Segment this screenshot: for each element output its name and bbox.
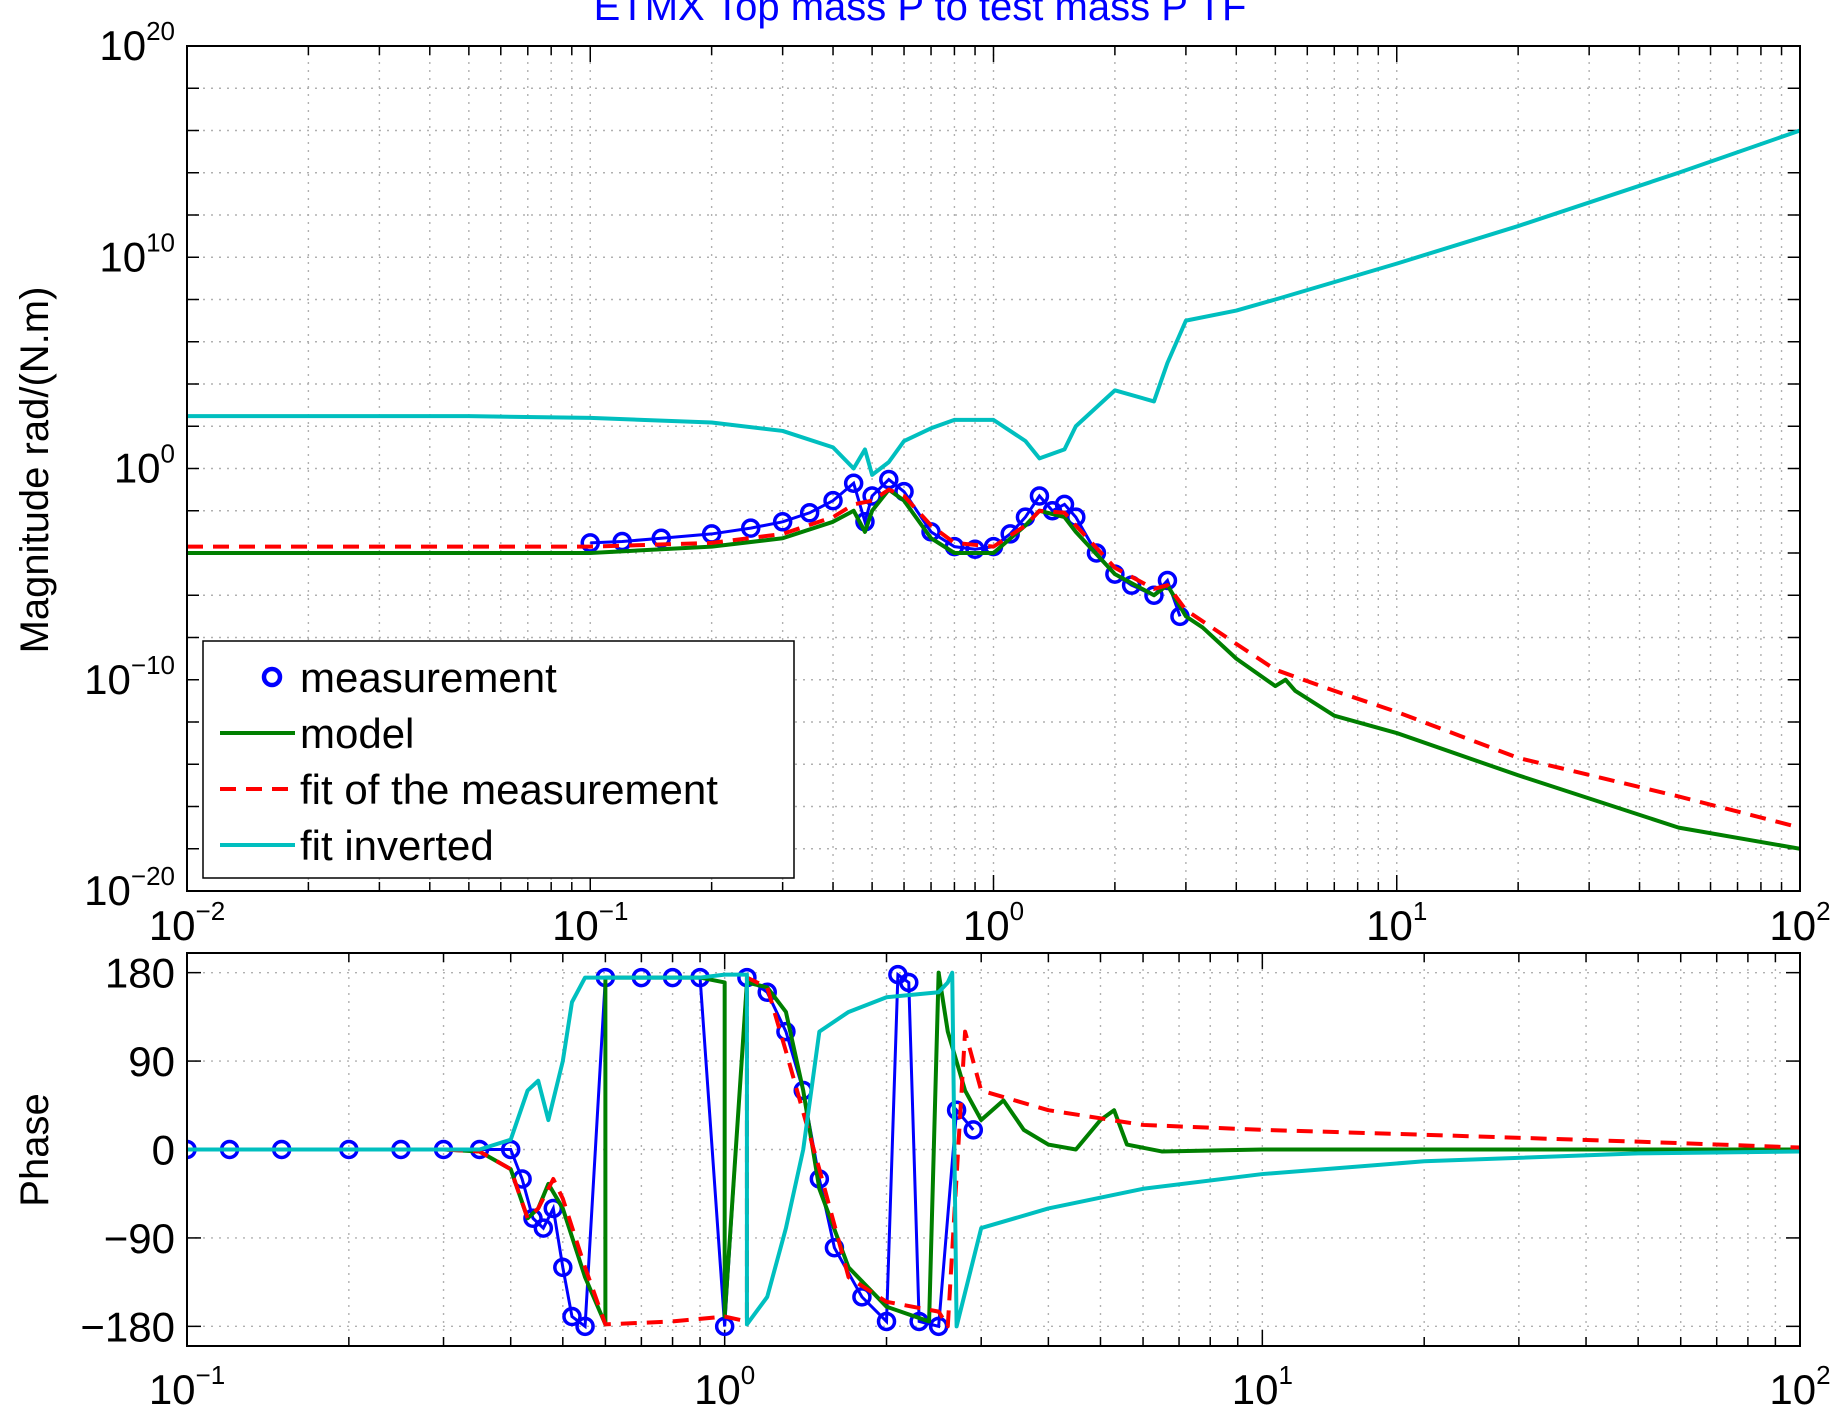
x-tick-label: 100 [694,1360,755,1413]
measurement-point [862,486,882,506]
measurement-point [757,982,777,1003]
series-fit-of-the-measurement [187,975,1800,1329]
phase-y-ticks: 180 90 0 −90 −180 [80,950,175,1351]
y-tick-label: 1010 [99,227,175,280]
phase-axes: 180 90 0 −90 −180 10−1 100 101 102 Phase [13,950,1831,1413]
y-tick-label: 0 [152,1127,175,1174]
measurement-point [562,1306,582,1327]
y-tick-label: 90 [128,1038,175,1085]
measurement-point [963,1120,984,1140]
measurement-point [575,1316,595,1337]
magnitude-frame [186,45,1801,892]
measurement-point [946,1100,967,1120]
legend-label: fit of the measurement [300,766,718,813]
y-tick-label: −90 [104,1215,175,1262]
series-fit-inverted [187,970,1800,1329]
x-tick-label: 101 [1366,896,1427,949]
x-tick-label: 10−2 [149,896,225,949]
y-tick-label: −180 [80,1303,175,1350]
y-tick-label: 1020 [99,16,175,69]
measurement-point [776,1021,796,1042]
measurement-point [823,490,843,511]
magnitude-grid [187,45,1800,892]
series-line-fit-inverted [187,128,1800,477]
measurement-point [899,972,919,993]
magnitude-x-ticks: 10−2 10−1 100 101 102 [149,896,1831,949]
measurement-point [772,512,793,532]
x-tick-label: 101 [1232,1360,1293,1413]
x-tick-label: 102 [1769,896,1830,949]
legend-label: measurement [300,654,557,701]
phase-frame [186,952,1801,1347]
phase-series [187,964,1800,1337]
x-tick-label: 102 [1769,1360,1830,1413]
measurement-point [533,1218,554,1238]
series-line-fit-of-the-measurement [187,975,1800,1329]
x-tick-label: 10−1 [149,1360,225,1413]
measurement-point [852,1287,872,1307]
measurement-point [965,539,985,560]
magnitude-series [187,128,1800,851]
series-fit-of-the-measurement [187,487,1800,830]
magnitude-y-ticks: 10−20 10−10 100 1010 1020 [84,16,175,914]
series-fit-inverted [187,128,1800,477]
magnitude-y-axis-label: Magnitude rad/(N.m) [13,287,57,654]
series-line-fit-inverted [187,970,1800,1329]
x-tick-label: 10−1 [552,896,628,949]
legend-box [202,640,795,879]
y-tick-label: 10−10 [84,650,175,703]
measurement-point [1029,486,1050,506]
measurement-point [553,1257,573,1278]
chart-title: ETMX Top mass P to test mass P TF [594,0,1247,29]
legend: measurement model fit of the measurement fi… [202,640,795,879]
phase-x-ticks: 10−1 100 101 102 [149,1360,1831,1413]
measurement-point [876,1311,897,1332]
series-line-fit-of-the-measurement [187,487,1800,830]
legend-label: fit inverted [300,822,494,869]
measurement-point [799,503,820,523]
legend-label: model [300,710,414,757]
y-tick-label: 100 [114,439,175,492]
legend-marker-circle [261,666,283,688]
measurement-point [879,469,899,490]
y-tick-label: 180 [105,950,175,997]
measurement-point [928,1316,949,1337]
x-tick-label: 100 [963,896,1024,949]
measurement-point [523,1208,543,1229]
measurement-point [740,518,761,538]
measurement-point [580,533,600,553]
y-tick-label: 10−20 [84,861,175,914]
measurement-point [843,473,864,494]
phase-y-axis-label: Phase [13,1093,57,1206]
